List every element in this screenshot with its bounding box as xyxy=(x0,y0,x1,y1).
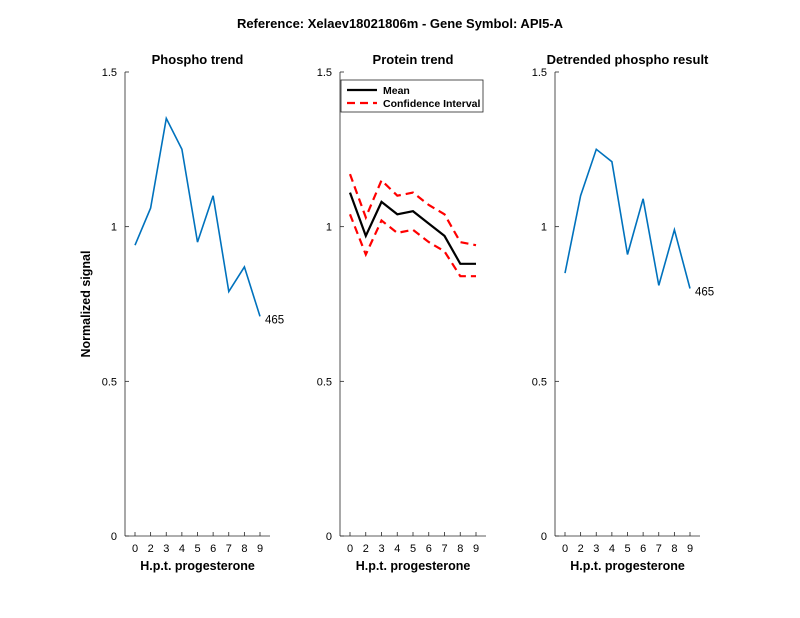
legend-box xyxy=(340,79,484,113)
y-tick-label: 1 xyxy=(541,222,547,234)
x-tick-label: 3 xyxy=(593,543,599,555)
series-line-mean xyxy=(348,192,476,265)
legend-label: Mean xyxy=(383,85,410,97)
y-tick-label: 1.5 xyxy=(317,67,332,79)
y-tick-label: 1 xyxy=(111,222,117,234)
x-tick-label: 0 xyxy=(562,543,568,555)
x-tick-label: 7 xyxy=(656,543,662,555)
x-tick-label: 3 xyxy=(163,543,169,555)
y-tick-label: 0 xyxy=(541,531,547,543)
y-tick-label: 0 xyxy=(111,531,117,543)
x-tick-label: 3 xyxy=(378,543,384,555)
x-axis-label: H.p.t. progesterone xyxy=(570,559,685,573)
x-axis-label: H.p.t. progesterone xyxy=(356,559,471,573)
x-tick-label: 0 xyxy=(347,543,353,555)
x-tick-label: 7 xyxy=(226,543,232,555)
y-axis-label: Normalized signal xyxy=(79,251,93,358)
x-tick-label: 8 xyxy=(241,543,247,555)
x-tick-label: 8 xyxy=(457,543,463,555)
series-end-annotation: 465 xyxy=(695,287,714,299)
y-tick-label: 0.5 xyxy=(317,376,332,388)
x-tick-label: 2 xyxy=(578,543,584,555)
x-tick-label: 0 xyxy=(132,543,138,555)
panel-title: Protein trend xyxy=(373,52,454,67)
panel-title: Phospho trend xyxy=(152,52,244,67)
x-tick-label: 4 xyxy=(394,543,400,555)
series-line-confidence-interval xyxy=(348,173,477,247)
series-line-1 xyxy=(134,115,261,317)
x-tick-label: 9 xyxy=(257,543,263,555)
x-tick-label: 6 xyxy=(640,543,646,555)
x-tick-label: 4 xyxy=(609,543,615,555)
series-end-annotation: 465 xyxy=(265,314,284,326)
y-tick-label: 0.5 xyxy=(102,376,117,388)
y-tick-label: 1.5 xyxy=(102,67,117,79)
x-axis-label: H.p.t. progesterone xyxy=(140,559,255,573)
x-tick-label: 4 xyxy=(179,543,185,555)
x-tick-label: 5 xyxy=(194,543,200,555)
x-tick-label: 6 xyxy=(426,543,432,555)
x-tick-label: 7 xyxy=(441,543,447,555)
series-line-1 xyxy=(564,147,691,289)
x-tick-label: 5 xyxy=(624,543,630,555)
x-tick-label: 2 xyxy=(363,543,369,555)
x-tick-label: 2 xyxy=(148,543,154,555)
y-tick-label: 0.5 xyxy=(532,376,547,388)
x-tick-label: 9 xyxy=(473,543,479,555)
series-line-3 xyxy=(348,213,476,278)
figure-title: Reference: Xelaev18021806m - Gene Symbol… xyxy=(237,16,564,31)
y-tick-label: 0 xyxy=(326,531,332,543)
legend-label: Confidence Interval xyxy=(383,98,481,110)
y-tick-label: 1 xyxy=(326,222,332,234)
panel-title: Detrended phospho result xyxy=(547,52,709,67)
x-tick-label: 6 xyxy=(210,543,216,555)
y-tick-label: 1.5 xyxy=(532,67,547,79)
x-tick-label: 9 xyxy=(687,543,693,555)
x-tick-label: 5 xyxy=(410,543,416,555)
x-tick-label: 8 xyxy=(671,543,677,555)
